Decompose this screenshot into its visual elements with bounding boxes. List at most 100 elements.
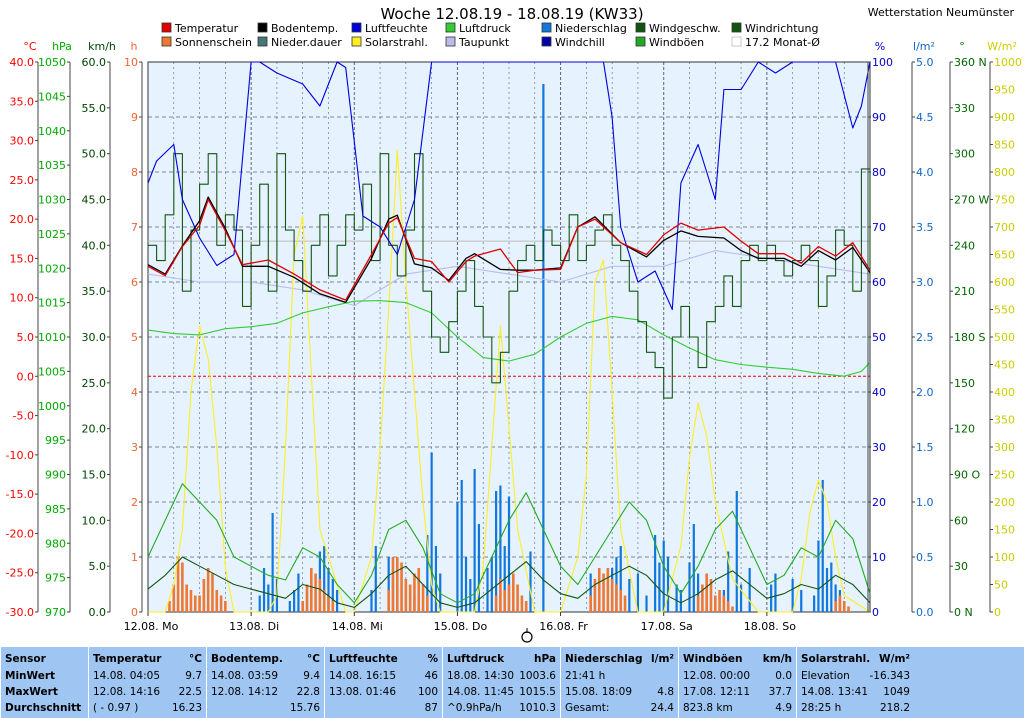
x-tick-label: 16.08. Fr bbox=[539, 620, 588, 633]
right-tick-label: 0 bbox=[994, 606, 1001, 619]
bar-sonnenschein bbox=[331, 601, 335, 612]
stats-header: Niederschlag l/m² bbox=[565, 651, 674, 668]
bar-sonnenschein bbox=[211, 573, 214, 612]
bar-sonnenschein bbox=[185, 584, 188, 612]
left-tick-label: 1020 bbox=[38, 262, 66, 275]
right-tick-label: 300 bbox=[954, 148, 975, 161]
stats-header-unit: °C bbox=[189, 653, 202, 665]
right-tick-label: 60 bbox=[954, 514, 968, 527]
left-tick-label: 0 bbox=[131, 606, 138, 619]
stats-header-unit: l/m² bbox=[651, 653, 674, 665]
left-tick-label: 1010 bbox=[38, 331, 66, 344]
left-tick-label: 5.0 bbox=[17, 331, 35, 344]
stats-row: 15.76 bbox=[211, 700, 320, 717]
right-tick-label: 3.5 bbox=[916, 221, 934, 234]
stats-cell-value: 24.4 bbox=[650, 702, 674, 714]
right-tick-label: 180 S bbox=[954, 331, 985, 344]
bar-sonnenschein bbox=[391, 557, 395, 612]
stats-row: 28:25 h 218.2 bbox=[801, 700, 910, 717]
left-tick-label: -20.0 bbox=[6, 527, 34, 540]
stats-cell-time: 12.08. 14:16 bbox=[93, 686, 160, 698]
left-tick-label: 0.0 bbox=[17, 370, 35, 383]
stats-cell-value: 0.0 bbox=[775, 670, 792, 682]
stats-cell-time: 14.08. 13:41 bbox=[801, 686, 868, 698]
series-layer bbox=[147, 61, 871, 613]
left-tick-label: -5.0 bbox=[13, 410, 34, 423]
stats-header: Temperatur °C bbox=[93, 651, 202, 668]
legend-swatch bbox=[351, 22, 362, 33]
bar-sonnenschein bbox=[838, 595, 842, 612]
bar-niederschlag bbox=[430, 452, 433, 612]
stats-row-label: MaxWert bbox=[5, 686, 58, 698]
bar-sonnenschein bbox=[696, 595, 700, 612]
bar-sonnenschein bbox=[499, 579, 502, 612]
left-tick-label: -10.0 bbox=[6, 449, 34, 462]
stats-header: Luftdruck hPa bbox=[447, 651, 556, 668]
stats-header-unit: hPa bbox=[534, 653, 556, 665]
stats-cell-time: ^0.9hPa/h bbox=[447, 702, 502, 714]
legend-swatch bbox=[541, 36, 552, 47]
legend-swatch bbox=[445, 22, 456, 33]
right-tick-label: 400 bbox=[994, 386, 1015, 399]
legend-swatch bbox=[161, 22, 172, 33]
stats-row: ^0.9hPa/h 1010.3 bbox=[447, 700, 556, 717]
legend-swatch bbox=[635, 36, 646, 47]
left-tick-label: -30.0 bbox=[6, 606, 34, 619]
bar-sonnenschein bbox=[503, 590, 507, 612]
stats-row: 14.08. 16:15 46 bbox=[329, 668, 438, 685]
left-tick-label: 1 bbox=[131, 551, 138, 564]
left-tick-label: 20.0 bbox=[82, 423, 107, 436]
right-tick-label: 4.5 bbox=[916, 111, 934, 124]
left-tick-label: 35.0 bbox=[82, 285, 107, 298]
legend-label: Taupunkt bbox=[458, 36, 510, 49]
left-tick-label: 10.0 bbox=[10, 292, 35, 305]
stats-header: Solarstrahl. W/m² bbox=[801, 651, 910, 668]
right-axis-unit: ° bbox=[959, 40, 965, 53]
x-tick-label: 14.08. Mi bbox=[332, 620, 383, 633]
right-tick-label: 100 bbox=[872, 56, 893, 69]
bar-sonnenschein bbox=[198, 595, 201, 612]
bar-sonnenschein bbox=[426, 595, 429, 612]
bar-sonnenschein bbox=[520, 595, 524, 612]
bar-sonnenschein bbox=[404, 579, 408, 612]
bar-niederschlag bbox=[293, 590, 296, 612]
left-tick-label: 970 bbox=[45, 606, 66, 619]
right-tick-label: 50 bbox=[994, 579, 1008, 592]
bar-sonnenschein bbox=[705, 573, 708, 612]
bar-sonnenschein bbox=[172, 584, 176, 612]
left-tick-label: 10 bbox=[124, 56, 138, 69]
bar-niederschlag bbox=[813, 595, 816, 612]
legend-label: Solarstrahl. bbox=[365, 36, 428, 49]
right-tick-label: 1.5 bbox=[916, 441, 934, 454]
stats-row: MinWert bbox=[5, 668, 84, 685]
right-tick-label: 650 bbox=[994, 249, 1015, 262]
stats-header-label: Temperatur bbox=[93, 653, 162, 665]
right-tick-label: 10 bbox=[872, 551, 886, 564]
right-tick-label: 0 N bbox=[954, 606, 973, 619]
stats-row: 12.08. 14:12 22.8 bbox=[211, 684, 320, 701]
bar-niederschlag bbox=[727, 551, 730, 612]
right-tick-label: 3.0 bbox=[916, 276, 934, 289]
stats-row: 14.08. 11:45 1015.5 bbox=[447, 684, 556, 701]
stats-cell-value: 1003.6 bbox=[519, 670, 556, 682]
left-tick-label: 1025 bbox=[38, 228, 66, 241]
stats-cell-time: 823.8 km bbox=[683, 702, 733, 714]
stats-cell-value: 100 bbox=[417, 686, 438, 698]
bar-sonnenschein bbox=[181, 562, 184, 612]
bar-sonnenschein bbox=[722, 595, 726, 612]
stats-cell-time: 21:41 h bbox=[565, 670, 606, 682]
stats-row: ( - 0.97 ) 16.23 bbox=[93, 700, 202, 717]
bar-niederschlag bbox=[262, 568, 266, 612]
legend-label: Windchill bbox=[555, 36, 605, 49]
bar-niederschlag bbox=[507, 496, 511, 612]
legend-swatch bbox=[257, 36, 268, 47]
stats-row: 13.08. 01:46 100 bbox=[329, 684, 438, 701]
left-tick-label: 0.0 bbox=[89, 606, 107, 619]
stats-row: 12.08. 00:00 0.0 bbox=[683, 668, 792, 685]
record-icon[interactable] bbox=[521, 628, 533, 643]
right-tick-label: 950 bbox=[994, 84, 1015, 97]
left-axis-unit: h bbox=[131, 40, 138, 53]
right-tick-label: 90 bbox=[872, 111, 886, 124]
right-tick-label: 1000 bbox=[994, 56, 1022, 69]
series-windrichtung bbox=[148, 153, 871, 399]
